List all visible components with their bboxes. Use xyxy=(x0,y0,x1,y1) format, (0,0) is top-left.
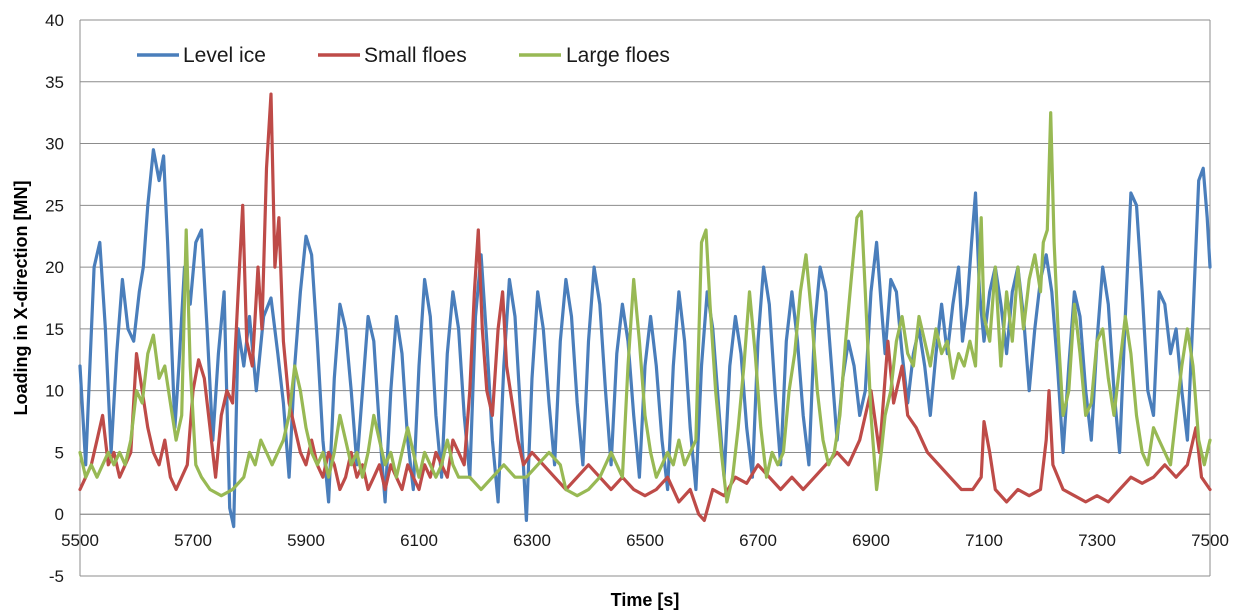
x-tick-label: 7500 xyxy=(1191,531,1229,550)
y-tick-label: 40 xyxy=(45,11,64,30)
y-tick-label: 5 xyxy=(55,443,64,462)
y-tick-label: 25 xyxy=(45,196,64,215)
legend-label: Large floes xyxy=(566,44,670,67)
series-line-small-floes xyxy=(78,92,1212,522)
x-tick-label: 5500 xyxy=(61,531,99,550)
legend-item: Large floes xyxy=(519,44,670,67)
legend-label: Small floes xyxy=(364,44,467,67)
legend-item: Level ice xyxy=(137,44,266,67)
x-tick-label: 6900 xyxy=(852,531,890,550)
x-tick-label: 6700 xyxy=(739,531,777,550)
x-tick-label: 6500 xyxy=(626,531,664,550)
y-tick-label: -5 xyxy=(49,567,64,586)
series-lines xyxy=(78,92,1212,529)
series-line-large-floes xyxy=(78,111,1212,504)
y-tick-label: 30 xyxy=(45,135,64,154)
x-tick-label: 6100 xyxy=(400,531,438,550)
x-tick-label: 7300 xyxy=(1078,531,1116,550)
series-line-level-ice xyxy=(78,148,1212,529)
legend-label: Level ice xyxy=(183,44,266,67)
y-tick-label: 15 xyxy=(45,320,64,339)
legend-item: Small floes xyxy=(318,44,467,67)
x-tick-label: 5900 xyxy=(287,531,325,550)
x-axis-title: Time [s] xyxy=(611,590,680,610)
y-tick-label: 10 xyxy=(45,382,64,401)
x-tick-label: 6300 xyxy=(513,531,551,550)
y-axis-title: Loading in X-direction [MN] xyxy=(11,181,31,416)
tick-labels: -5 0 5 10 15 20 25 30 35 40 5500 5700 5900 6100 6300 65… xyxy=(45,11,1229,586)
y-tick-label: 35 xyxy=(45,73,64,92)
legend: Level ice Small floes Large floes xyxy=(137,44,670,67)
y-tick-label: 0 xyxy=(55,505,64,524)
axes xyxy=(79,20,1211,577)
y-tick-label: 20 xyxy=(45,258,64,277)
x-tick-label: 5700 xyxy=(174,531,212,550)
x-tick-label: 7100 xyxy=(965,531,1003,550)
